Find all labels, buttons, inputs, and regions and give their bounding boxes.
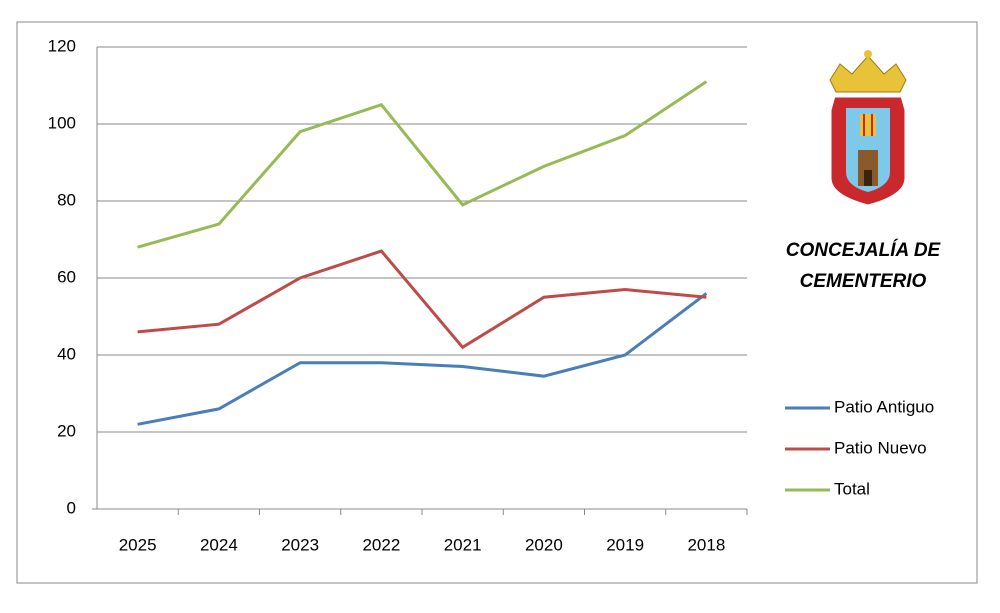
line-series [137, 80, 708, 249]
x-tick-label: 2023 [281, 535, 319, 554]
x-tick-label: 2025 [119, 535, 157, 554]
x-tick-label: 2018 [687, 535, 725, 554]
y-tick-label: 20 [57, 421, 76, 440]
y-tick-label: 60 [57, 267, 76, 286]
x-tick-label: 2024 [200, 535, 238, 554]
x-tick-label: 2020 [525, 535, 563, 554]
y-tick-label: 120 [48, 36, 76, 55]
line-series [137, 249, 707, 350]
x-tick-label: 2021 [444, 535, 482, 554]
legend-label: Patio Nuevo [834, 438, 927, 457]
y-tick-label: 100 [48, 113, 76, 132]
chart-title: CEMENTERIO [800, 271, 927, 292]
x-tick-label: 2022 [362, 535, 400, 554]
y-tick-label: 0 [67, 498, 76, 517]
x-tick-label: 2019 [606, 535, 644, 554]
y-tick-label: 80 [57, 190, 76, 209]
coat-of-arms [828, 50, 908, 208]
legend-label: Total [834, 479, 870, 498]
y-tick-label: 40 [57, 344, 76, 363]
legend-label: Patio Antiguo [834, 397, 934, 416]
chart-title: CONCEJALÍA DE [786, 239, 942, 261]
line-series [137, 292, 708, 426]
